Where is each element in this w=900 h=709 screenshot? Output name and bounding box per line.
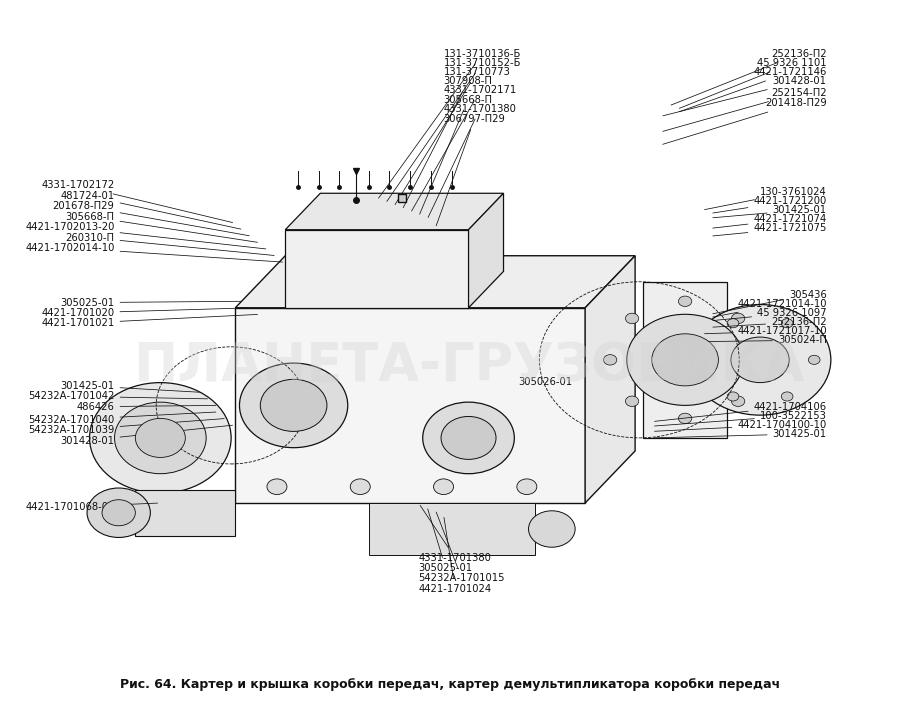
Text: 54232А-1701039: 54232А-1701039 (28, 418, 224, 435)
Circle shape (679, 413, 692, 423)
Text: 4421-1701068-01: 4421-1701068-01 (25, 502, 157, 512)
Text: 4421-1704106: 4421-1704106 (654, 402, 827, 421)
Circle shape (102, 500, 135, 526)
Circle shape (679, 296, 692, 306)
Text: ПЛАНЕТА-ГРУЗОВИКА: ПЛАНЕТА-ГРУЗОВИКА (132, 340, 805, 392)
Text: 54232А-1701042: 54232А-1701042 (28, 391, 208, 401)
Text: 4331-1702171: 4331-1702171 (411, 86, 517, 211)
Polygon shape (585, 256, 635, 503)
Text: 486426: 486426 (76, 402, 216, 412)
Text: 54232А-1701040: 54232А-1701040 (28, 412, 216, 425)
Polygon shape (644, 281, 726, 438)
Circle shape (260, 379, 327, 431)
Text: 4421-1721074: 4421-1721074 (713, 214, 827, 228)
Text: 306797-П29: 306797-П29 (436, 114, 506, 225)
Text: 305025-01: 305025-01 (418, 509, 472, 573)
Text: 201418-П29: 201418-П29 (662, 99, 827, 145)
Text: 305026-01: 305026-01 (518, 377, 572, 387)
Text: 252154-П2: 252154-П2 (662, 88, 827, 131)
Text: 131-3710152-Б: 131-3710152-Б (387, 58, 521, 201)
Text: 4421-1721017-10: 4421-1721017-10 (705, 326, 827, 336)
Text: 301425-01: 301425-01 (713, 205, 827, 218)
Text: 301425-01: 301425-01 (654, 429, 827, 439)
Text: 481724-01: 481724-01 (60, 191, 241, 229)
Text: 54232А-1701015: 54232А-1701015 (418, 512, 505, 584)
Text: 4421-1721200: 4421-1721200 (713, 196, 827, 213)
Text: 301425-01: 301425-01 (60, 381, 199, 392)
Text: 301428-01: 301428-01 (662, 77, 827, 116)
Circle shape (528, 510, 575, 547)
Text: 4421-1701024: 4421-1701024 (418, 518, 491, 594)
Circle shape (267, 479, 287, 494)
Text: 45 9326 1097: 45 9326 1097 (713, 308, 827, 320)
Text: 131-3710773: 131-3710773 (395, 67, 510, 205)
Text: 305668-П: 305668-П (66, 212, 257, 242)
Circle shape (689, 305, 831, 415)
Circle shape (727, 318, 739, 328)
Circle shape (652, 334, 718, 386)
Text: 4421-1704100-10: 4421-1704100-10 (654, 420, 827, 431)
Circle shape (781, 318, 793, 328)
Circle shape (781, 392, 793, 401)
Circle shape (731, 337, 789, 383)
Text: Рис. 64. Картер и крышка коробки передач, картер демультипликатора коробки перед: Рис. 64. Картер и крышка коробки передач… (120, 679, 780, 691)
Polygon shape (235, 256, 635, 308)
Polygon shape (285, 194, 503, 230)
Text: 305668-П: 305668-П (419, 94, 492, 214)
Text: 4421-1701021: 4421-1701021 (41, 314, 257, 328)
Circle shape (732, 313, 745, 323)
Text: 4421-1702013-20: 4421-1702013-20 (25, 222, 265, 249)
Text: 130-3761024: 130-3761024 (705, 187, 827, 210)
Circle shape (239, 363, 347, 447)
Circle shape (626, 396, 639, 406)
Text: 4421-1701020: 4421-1701020 (41, 308, 249, 318)
Circle shape (434, 479, 454, 494)
Text: 4331-1701380: 4331-1701380 (418, 506, 491, 563)
Text: 260310-П: 260310-П (66, 233, 274, 255)
Text: 131-3710136-Б: 131-3710136-Б (379, 49, 521, 199)
Text: 201678-П29: 201678-П29 (53, 201, 249, 235)
Text: 45 9326 1101: 45 9326 1101 (680, 58, 827, 108)
Circle shape (89, 383, 231, 493)
Text: 4331-1701380: 4331-1701380 (428, 104, 517, 218)
Text: 305436: 305436 (713, 290, 827, 314)
Text: 4331-1702172: 4331-1702172 (41, 181, 232, 223)
Circle shape (135, 418, 185, 457)
Circle shape (808, 355, 820, 364)
Text: 305024-П: 305024-П (705, 335, 827, 345)
Polygon shape (469, 194, 503, 308)
Circle shape (753, 354, 767, 365)
Circle shape (350, 479, 370, 494)
Polygon shape (369, 503, 536, 555)
Circle shape (732, 396, 745, 406)
Circle shape (441, 416, 496, 459)
Text: 252136-П2: 252136-П2 (671, 49, 827, 105)
Text: 4421-1721014-10: 4421-1721014-10 (713, 299, 827, 317)
Text: 4421-1721075: 4421-1721075 (713, 223, 827, 236)
Circle shape (87, 488, 150, 537)
Polygon shape (235, 308, 585, 503)
Circle shape (423, 402, 514, 474)
Circle shape (626, 313, 639, 323)
Text: 301428-01: 301428-01 (60, 425, 232, 445)
Circle shape (700, 355, 712, 364)
Text: 100-3522153: 100-3522153 (654, 411, 827, 426)
Text: 4421-1702014-10: 4421-1702014-10 (25, 243, 283, 262)
Circle shape (517, 479, 536, 494)
Text: 305025-01: 305025-01 (60, 298, 241, 308)
Circle shape (604, 354, 617, 365)
Text: 252136-П2: 252136-П2 (713, 317, 827, 327)
Circle shape (114, 402, 206, 474)
Polygon shape (135, 490, 235, 535)
Text: 4421-1721146: 4421-1721146 (680, 67, 827, 111)
Text: 307908-П: 307908-П (403, 77, 492, 208)
Polygon shape (285, 230, 469, 308)
Circle shape (727, 392, 739, 401)
Circle shape (626, 314, 743, 406)
